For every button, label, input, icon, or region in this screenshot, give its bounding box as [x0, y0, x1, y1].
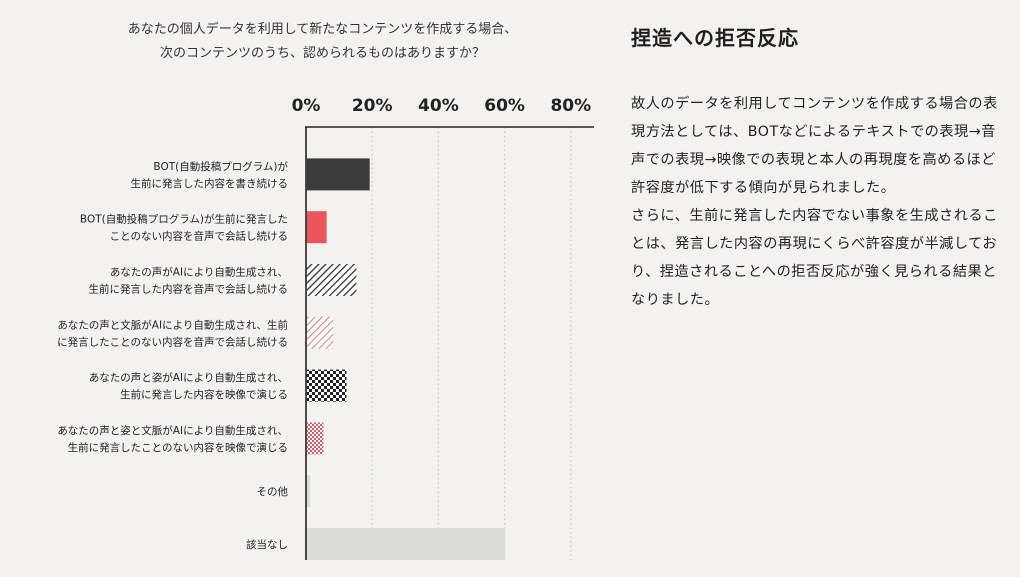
- category-label: BOT(自動投稿プログラム)が生前に発言したことのない内容を音声で会話し続ける: [80, 213, 288, 243]
- bar: [306, 369, 347, 402]
- x-tick-label: 20%: [352, 96, 393, 116]
- bar: [306, 158, 370, 191]
- bars: [306, 158, 506, 560]
- category-label: あなたの声と姿と文脈がAIにより自動生成され、生前に発言したことのない内容を映像…: [57, 424, 288, 454]
- category-label-line: ことのない内容を音声で会話し続ける: [110, 230, 288, 243]
- side-title: 捏造への拒否反応: [631, 26, 799, 50]
- x-tick-label: 40%: [418, 96, 459, 116]
- x-tick-label: 0%: [292, 96, 321, 116]
- chart-title-line-2: 次のコンテンツのうち、認められるものはありますか？: [159, 46, 485, 61]
- chart-title: あなたの個人データを利用して新たなコンテンツを作成する場合、 次のコンテンツのう…: [60, 18, 585, 66]
- category-label-line: BOT(自動投稿プログラム)が生前に発言した: [80, 213, 288, 226]
- bar: [306, 422, 324, 455]
- category-label: 該当なし: [246, 538, 288, 551]
- bar: [306, 264, 357, 296]
- category-label-line: 生前に発言した内容を書き続ける: [131, 177, 289, 190]
- side-body: 故人のデータを利用してコンテンツを作成する場合の表現方法としては、BOTなどによ…: [631, 90, 1001, 314]
- category-label-line: 生前に発言したことのない内容を映像で演じる: [68, 441, 288, 454]
- category-label-line: その他: [257, 485, 289, 498]
- category-label-line: に発言したことのない内容を音声で会話し続ける: [57, 335, 288, 348]
- grid-lines: [371, 127, 572, 560]
- category-label-line: あなたの声と姿と文脈がAIにより自動生成され、: [57, 424, 288, 437]
- category-label-line: あなたの声がAIにより自動生成され、: [110, 266, 288, 279]
- category-label-line: 該当なし: [246, 538, 288, 551]
- category-label-line: あなたの声と文脈がAIにより自動生成され、生前: [57, 318, 288, 331]
- category-labels: BOT(自動投稿プログラム)が生前に発言した内容を書き続けるBOT(自動投稿プロ…: [57, 160, 288, 551]
- category-label-line: BOT(自動投稿プログラム)が: [153, 160, 288, 173]
- category-label: あなたの声がAIにより自動生成され、生前に発言した内容を音声で会話し続ける: [89, 266, 289, 296]
- bar: [306, 316, 334, 349]
- chart-title-line-1: あなたの個人データを利用して新たなコンテンツを作成する場合、: [127, 22, 518, 37]
- side-paragraph-1: 故人のデータを利用してコンテンツを作成する場合の表現方法としては、BOTなどによ…: [631, 96, 998, 196]
- category-label: その他: [257, 485, 289, 498]
- category-label: あなたの声と文脈がAIにより自動生成され、生前に発言したことのない内容を音声で会…: [57, 318, 288, 348]
- category-label: あなたの声と姿がAIにより自動生成され、生前に発言した内容を映像で演じる: [89, 371, 288, 401]
- bar: [306, 475, 311, 508]
- category-label-line: 生前に発言した内容を映像で演じる: [120, 388, 288, 401]
- bar-chart: 0% 20% 40% 60% 80% BOT(自動投稿プログラム)が生前に発言した内容を…: [57, 96, 594, 560]
- bar: [306, 211, 327, 244]
- side-paragraph-2: さらに、生前に発言した内容でない事象を生成されることは、発言した内容の再現にくら…: [631, 208, 998, 308]
- x-tick-label: 80%: [550, 96, 591, 116]
- category-label: BOT(自動投稿プログラム)が生前に発言した内容を書き続ける: [131, 160, 289, 190]
- category-label-line: あなたの声と姿がAIにより自動生成され、: [89, 371, 288, 384]
- x-tick-label: 60%: [484, 96, 525, 116]
- category-label-line: 生前に発言した内容を音声で会話し続ける: [89, 283, 289, 296]
- bar: [306, 528, 506, 560]
- x-tick-labels: 0% 20% 40% 60% 80%: [292, 96, 592, 116]
- axes: [305, 126, 594, 560]
